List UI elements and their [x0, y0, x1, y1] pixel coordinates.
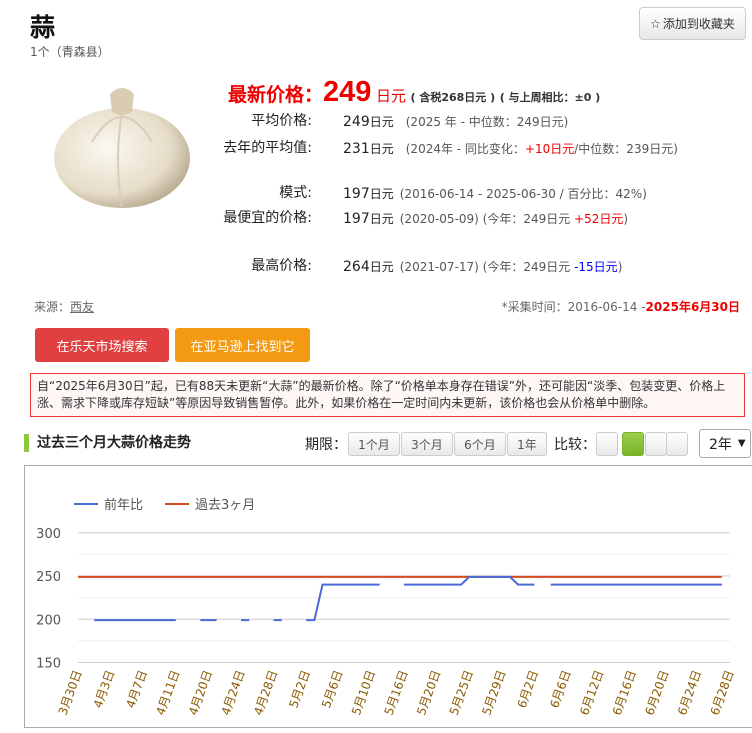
x-tick-label: 4月7日: [123, 668, 150, 710]
x-tick-label: 5月25日: [447, 668, 476, 717]
y-tick-label: 250: [36, 570, 61, 585]
legend-label: 前年比: [104, 497, 143, 513]
stat-label: 最高价格:: [251, 258, 312, 274]
x-tick-label: 5月10日: [349, 668, 378, 717]
x-tick-label: 4月24日: [219, 668, 248, 717]
stat-label: 去年的平均值:: [223, 140, 312, 156]
stat-unit: 日元: [369, 259, 394, 274]
garlic-image: [54, 88, 190, 208]
stat-note-end: /中位数：239日元): [574, 141, 678, 156]
x-tick-label: 4月11日: [153, 668, 182, 717]
stat-value: 264: [343, 258, 370, 275]
stat-change: -15日元: [574, 259, 618, 274]
stat-label: 平均价格:: [251, 113, 312, 129]
latest-price-value: 249: [323, 76, 372, 108]
y-tick-label: 200: [36, 613, 61, 628]
compare-option-1[interactable]: [596, 432, 618, 456]
latest-price: 最新价格：249 日元 ( 含税268日元 ) ( 与上周相比：±0 ): [228, 76, 600, 109]
latest-price-unit: 日元: [375, 87, 406, 105]
period-3-months[interactable]: 3个月: [401, 432, 453, 456]
collection-label: *采集时间：2016-06-14 -: [501, 300, 646, 314]
x-tick-label: 5月29日: [479, 668, 508, 717]
stat-value: 249: [343, 113, 370, 130]
period-1-month[interactable]: 1个月: [348, 432, 400, 456]
stat-label: 模式:: [279, 185, 312, 201]
stat-value: 197: [343, 210, 370, 227]
period-1-year[interactable]: 1年: [507, 432, 547, 456]
price-chart: 150 200 250 300 3月30日 4月3日 4月7日 4月11日 4月20日 4月24日…: [24, 465, 752, 728]
compare-option-4[interactable]: [666, 432, 688, 456]
stat-note: (2021-07-17) (今年：249日元: [399, 259, 575, 274]
amazon-search-button[interactable]: 在亚马逊上找到它: [175, 328, 310, 362]
section-title: 过去三个月大蒜价格走势: [24, 434, 191, 452]
x-tick-label: 5月20日: [414, 668, 443, 717]
source-link[interactable]: 西友: [70, 300, 95, 314]
latest-price-label: 最新价格：: [228, 84, 324, 106]
stat-lowest: 最便宜的价格: 197日元 (2020-05-09) (今年：249日元 +52…: [223, 207, 629, 229]
series-line-前年比: [94, 575, 722, 622]
x-tick-label: 6月16日: [610, 668, 639, 717]
x-tick-label: 4月20日: [186, 668, 215, 717]
stat-note-end: ): [617, 259, 623, 274]
source-label: 来源：: [34, 300, 71, 314]
x-tick-label: 6月6日: [547, 668, 574, 710]
stat-change: +52日元: [574, 211, 624, 226]
weekly-change-note: ( 与上周相比：±0 ): [499, 91, 601, 104]
stat-unit: 日元: [369, 211, 394, 226]
stat-unit: 日元: [369, 114, 394, 129]
stat-note: (2025 年 - 中位数：249日元): [405, 114, 569, 129]
x-tick-label: 6月12日: [577, 668, 606, 717]
star-outline-icon: ☆: [650, 16, 661, 31]
y-tick-label: 300: [36, 527, 61, 542]
compare-option-3[interactable]: [645, 432, 667, 456]
tax-note: ( 含税268日元 ): [410, 91, 496, 104]
stat-value: 197: [343, 185, 370, 202]
rakuten-search-button[interactable]: 在乐天市场搜索: [35, 328, 169, 362]
stat-note: (2020-05-09) (今年：249日元: [399, 211, 575, 226]
stat-label: 最便宜的价格:: [223, 210, 312, 226]
year-select[interactable]: 2年 ▼: [699, 429, 751, 458]
product-title: 蒜: [30, 13, 56, 42]
period-label: 期限：: [305, 437, 347, 453]
stat-highest: 最高价格: 264日元 (2021-07-17) (今年：249日元 -15日元…: [230, 255, 622, 277]
stale-price-notice: 自“2025年6月30日”起，已有88天未更新“大蒜”的最新价格。除了“价格单本…: [30, 373, 745, 417]
product-subtitle: 1个（青森县）: [30, 45, 110, 59]
stat-mode: 模式: 197日元 (2016-06-14 - 2025-06-30 / 百分比…: [230, 182, 647, 204]
stat-unit: 日元: [369, 186, 394, 201]
y-tick-label: 150: [36, 657, 61, 672]
collection-period: *采集时间：2016-06-14 -2025年6月30日: [502, 298, 740, 315]
compare-label: 比较：: [554, 437, 596, 453]
x-tick-label: 5月2日: [286, 668, 313, 710]
period-6-months[interactable]: 6个月: [454, 432, 506, 456]
favorite-label: 添加到收藏夹: [662, 17, 735, 31]
stat-note-end: ): [623, 211, 629, 226]
stat-last-year: 去年的平均值: 231日元 (2024年 - 同比变化：+10日元/中位数：23…: [223, 137, 678, 159]
x-tick-label: 4月3日: [91, 668, 118, 710]
stat-value: 231: [343, 140, 370, 157]
collection-end: 2025年6月30日: [645, 300, 740, 314]
stat-note: (2016-06-14 - 2025-06-30 / 百分比：42%): [399, 186, 647, 201]
add-to-favorites-button[interactable]: ☆ 添加到收藏夹: [639, 7, 746, 40]
stat-change: +10日元: [524, 141, 575, 156]
x-tick-label: 4月28日: [251, 668, 280, 717]
year-select-value: 2年: [709, 436, 732, 453]
price-chart-svg: 150 200 250 300 3月30日 4月3日 4月7日 4月11日 4月20日 4月24日…: [36, 497, 737, 717]
x-tick-label: 6月2日: [515, 668, 542, 710]
x-tick-label: 6月24日: [675, 668, 704, 717]
legend-label: 過去3ヶ月: [195, 498, 255, 513]
stat-average: 平均价格: 249日元 (2025 年 - 中位数：249日元): [230, 110, 568, 132]
chevron-down-icon: ▼: [737, 438, 746, 449]
x-tick-label: 6月20日: [642, 668, 671, 717]
x-tick-label: 3月30日: [56, 668, 85, 717]
stat-note: (2024年 - 同比变化：: [405, 141, 525, 156]
stat-unit: 日元: [369, 141, 394, 156]
x-tick-label: 6月28日: [708, 668, 737, 717]
source: 来源：西友: [34, 298, 94, 315]
compare-option-2[interactable]: [622, 432, 644, 456]
x-tick-label: 5月16日: [382, 668, 411, 717]
x-tick-label: 5月6日: [319, 668, 346, 710]
